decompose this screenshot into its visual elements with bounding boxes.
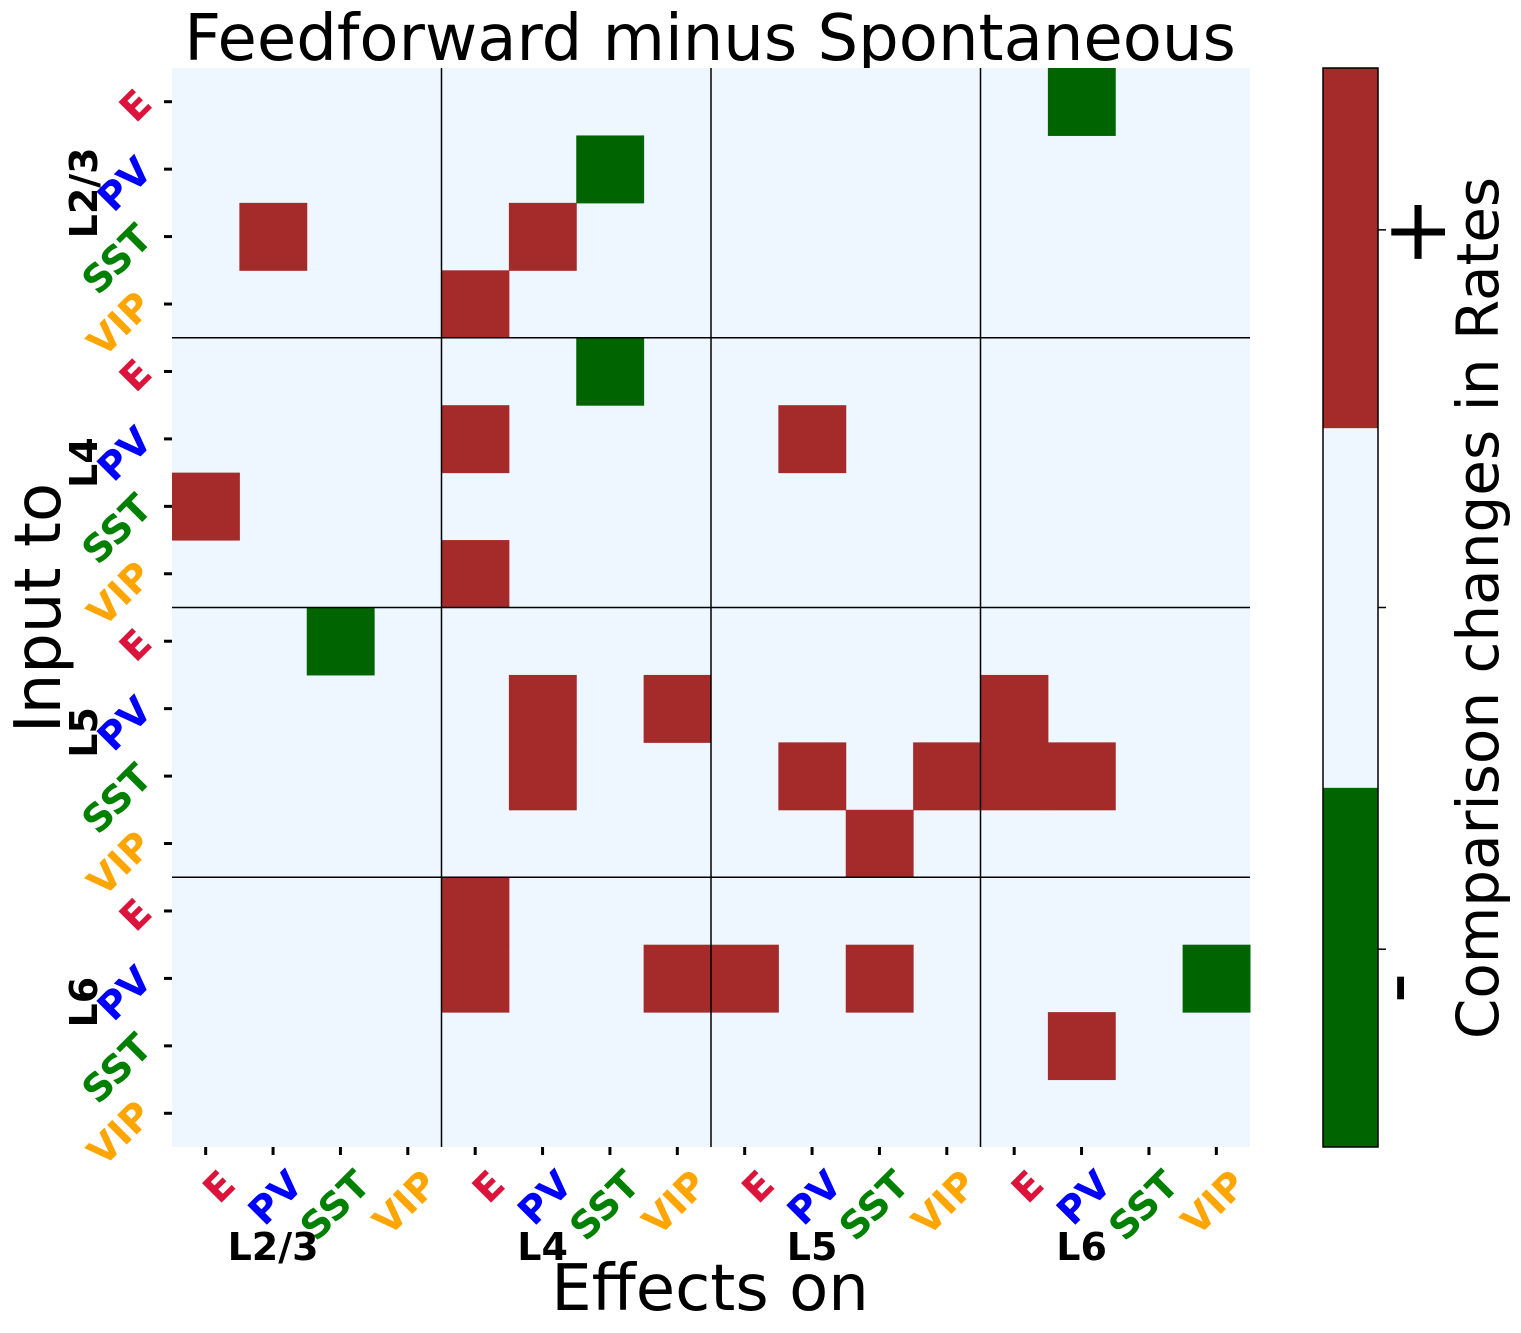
colorbar-segment — [1323, 787, 1378, 1148]
heatmap-cell — [576, 135, 645, 204]
colorbar-tick-label: + — [1366, 196, 1466, 268]
y-tick-label: E — [111, 620, 160, 669]
heatmap-cell — [1047, 68, 1116, 136]
heatmap-cell — [508, 742, 577, 811]
heatmap-cell — [980, 742, 1049, 811]
colorbar-segment — [1323, 68, 1378, 429]
x-tick-label: VIP — [903, 1162, 985, 1244]
y-layer-label: L5 — [62, 707, 106, 758]
heatmap-cell — [845, 944, 914, 1013]
y-axis-label: Input to — [2, 483, 76, 733]
y-tick-label: E — [111, 351, 160, 400]
x-tick-label: SST — [1100, 1162, 1187, 1249]
x-tick-label: SST — [831, 1162, 918, 1249]
x-tick-label: E — [464, 1162, 513, 1211]
y-tick-label: E — [111, 890, 160, 939]
x-tick-label: E — [1003, 1162, 1052, 1211]
y-layer-label: L4 — [62, 437, 106, 488]
y-tick-label: E — [111, 81, 160, 130]
x-tick-label: VIP — [634, 1162, 716, 1244]
layer-separator-lines — [172, 68, 1250, 1147]
x-layer-label: L6 — [1056, 1225, 1107, 1269]
colorbar: +- — [1322, 67, 1466, 1148]
heatmap-cell — [576, 337, 645, 406]
heatmap-cell — [441, 944, 510, 1013]
heatmap-cell — [1182, 944, 1251, 1013]
heatmap-cell — [441, 270, 510, 339]
heatmap-cell — [441, 877, 510, 946]
heatmap-cell — [306, 607, 375, 676]
y-tick-label: VIP — [79, 823, 161, 905]
heatmap-cell — [441, 405, 510, 474]
y-tick-label: VIP — [79, 283, 161, 365]
chart-title: Feedforward minus Spontaneous — [184, 2, 1236, 76]
heatmap-cell — [643, 944, 712, 1013]
heatmap-cell — [1047, 742, 1116, 811]
x-tick-label: VIP — [1173, 1162, 1255, 1244]
heatmap-cell — [239, 202, 308, 271]
y-tick-label: SST — [73, 1025, 160, 1112]
heatmap-cell — [845, 809, 914, 878]
x-layer-label: L4 — [517, 1225, 568, 1269]
x-layer-label: L5 — [787, 1225, 838, 1269]
heatmap-cell — [980, 674, 1049, 743]
y-layer-label: L2/3 — [62, 147, 106, 238]
heatmap-cell — [778, 405, 847, 474]
x-tick-label: VIP — [364, 1162, 446, 1244]
x-layer-label: L2/3 — [228, 1225, 319, 1269]
heatmap-cell — [508, 202, 577, 271]
y-axis-ticks: EPVSSTVIPEPVSSTVIPEPVSSTVIPEPVSSTVIPL2/3… — [62, 81, 172, 1174]
heatmap-cell — [1047, 1012, 1116, 1081]
heatmap-cell — [172, 472, 240, 541]
y-tick-label: SST — [73, 486, 160, 573]
x-axis-label: Effects on — [551, 1252, 869, 1326]
x-tick-label: SST — [561, 1162, 648, 1249]
colorbar-label: Comparison changes in Rates — [1444, 177, 1512, 1039]
colorbar-segment — [1323, 427, 1378, 788]
heatmap-cell — [778, 742, 847, 811]
y-tick-label: SST — [73, 755, 160, 842]
y-tick-label: VIP — [79, 1093, 161, 1175]
y-tick-label: VIP — [79, 553, 161, 635]
heatmap-cell — [711, 944, 779, 1013]
x-tick-label: E — [733, 1162, 782, 1211]
x-tick-label: E — [194, 1162, 243, 1211]
heatmap-cell — [508, 674, 577, 743]
colorbar-tick-label: - — [1345, 972, 1445, 1003]
heatmap-cell — [643, 674, 712, 743]
y-layer-label: L6 — [62, 977, 106, 1028]
heatmap-cell — [441, 540, 510, 608]
heatmap-cell — [913, 742, 981, 811]
